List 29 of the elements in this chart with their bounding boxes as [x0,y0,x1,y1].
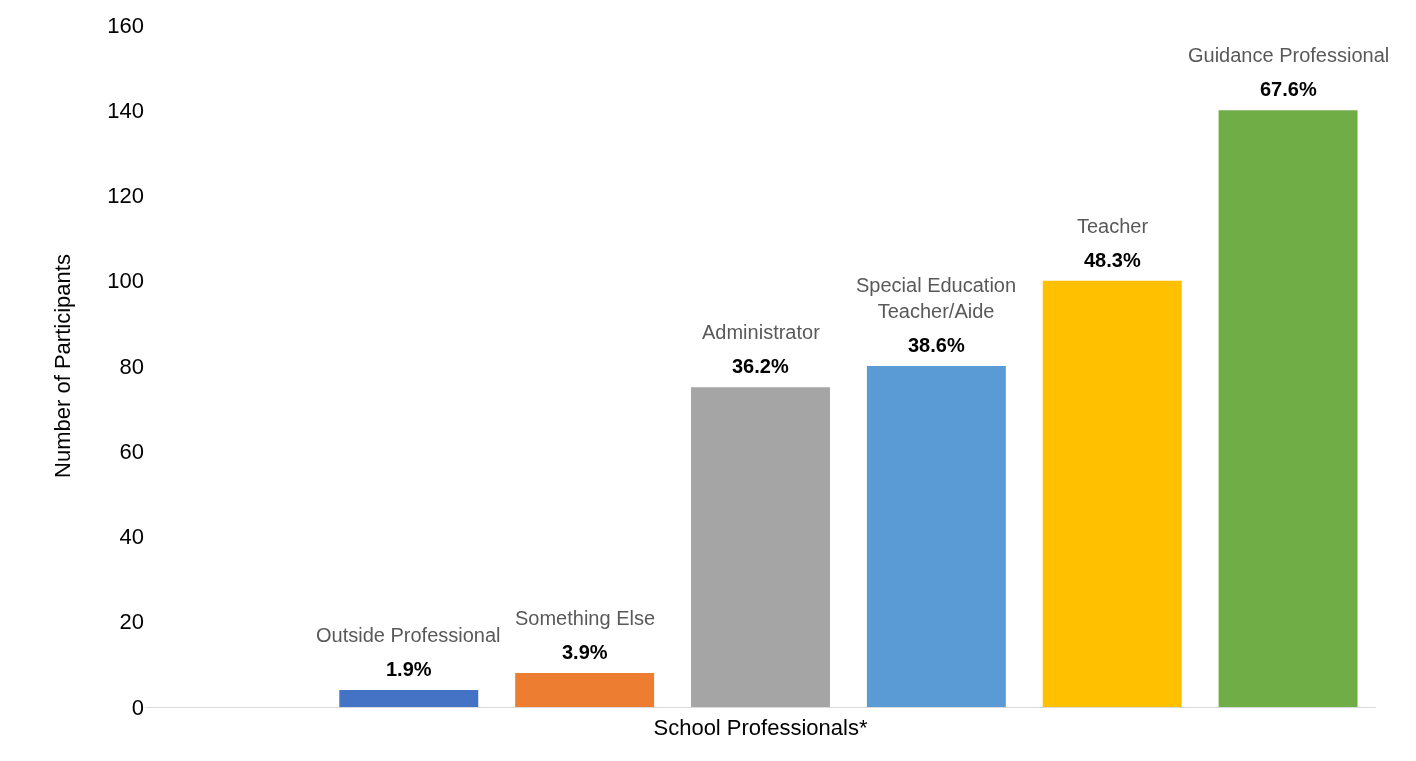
y-tick-label: 160 [107,12,144,38]
bar [515,672,655,707]
annotation: 48.3% [1084,249,1141,271]
y-tick-label: 120 [107,183,144,209]
x-tick-label: Something Else [515,607,656,629]
annotation: 38.6% [908,334,965,356]
bar [866,366,1006,707]
y-tick-label: 140 [107,97,144,123]
y-tick-label: 100 [107,268,144,294]
y-tick-label: 40 [119,524,144,550]
y-tick-label: 80 [119,353,144,379]
y-tick-label: 0 [131,694,144,720]
y-tick-label: 20 [119,609,144,635]
annotation: 1.9% [386,658,432,680]
bar [339,689,479,707]
annotation: 36.2% [732,355,789,377]
bar [691,387,830,707]
x-tick-label: Outside Professional [316,624,501,646]
x-tick-label: Special Education Teacher/Aide [856,274,1017,322]
bar [1218,110,1358,707]
y-axis-title: Number of Participants [50,254,76,478]
x-axis-title: School Professionals* [653,714,868,740]
x-tick-label: Guidance Professional [1188,44,1390,66]
annotation: 67.6% [1260,78,1317,100]
x-tick-label: Teacher [1077,215,1149,237]
x-tick-label: Administrator [702,321,821,343]
y-tick-label: 60 [119,438,144,464]
bar [1042,280,1182,707]
annotation: 3.9% [562,641,608,663]
